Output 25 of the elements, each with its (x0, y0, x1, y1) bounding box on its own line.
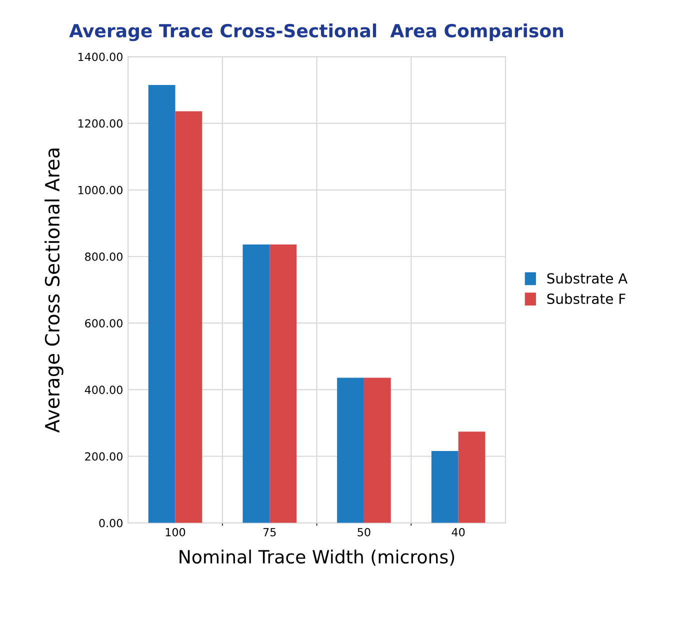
bar (431, 450, 458, 523)
bar (364, 378, 391, 523)
y-tick-label: 1200.00 (78, 119, 122, 128)
y-tick-label: 600.00 (85, 319, 122, 328)
chart-title: Average Trace Cross-Sectional Area Comparison (69, 24, 564, 42)
y-tick-label: 200.00 (85, 452, 122, 461)
y-tick-label: 400.00 (84, 386, 122, 394)
x-tick-label: 75 (263, 528, 276, 536)
y-tick-label: 1000.00 (78, 186, 122, 194)
bar (148, 85, 176, 523)
bar (175, 111, 202, 523)
y-tick-label: 0.00 (99, 518, 122, 528)
legend-label: Substrate F (547, 293, 626, 304)
bar (337, 378, 364, 523)
y-axis-title: Average Cross Sectional Area (44, 148, 64, 433)
x-axis-title: Nominal Trace Width (microns) (180, 550, 454, 566)
y-tick-label: 1400.00 (78, 52, 122, 62)
x-tick-label: 40 (452, 528, 465, 536)
x-tick-label: 50 (358, 528, 370, 536)
bar (458, 432, 486, 523)
x-tick-label: 100 (166, 528, 186, 536)
y-tick-label: 800.00 (85, 252, 122, 261)
legend-label: Substrate A (547, 272, 628, 284)
bar (270, 244, 296, 523)
bar (242, 244, 270, 523)
